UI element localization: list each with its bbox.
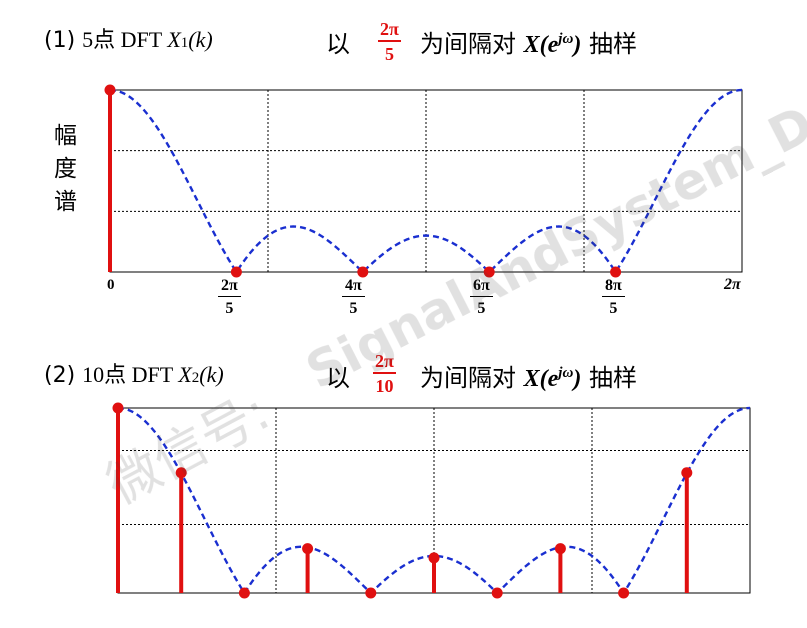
section1-desc-text: 为间隔对 [420,30,516,58]
panel2-point-8 [618,587,630,599]
panel1-point-1 [230,266,242,278]
xtick-8pi-5: 8π 5 [602,278,625,318]
section2-interval-num: 2π [373,352,396,374]
panel2-point-9 [681,467,693,479]
section1-sample: 抽样 [588,30,637,58]
xtick-4pi-5-num: 4π [342,278,365,297]
y-label-char-3: 谱 [54,189,77,215]
section2-dtft-exp: jω [558,365,574,381]
xtick-4pi-5-den: 5 [349,300,358,317]
section2-xsub: 2 [191,370,200,386]
xtick-6pi-5-num: 6π [470,278,493,297]
panel2-point-7 [554,543,566,555]
xtick-4pi-5: 4π 5 [342,278,365,318]
y-label-char-1: 幅 [54,123,77,149]
section1-dtft-x: X(e [523,32,559,58]
xtick-8pi-5-num: 8π [602,278,625,297]
panel2-point-0 [112,402,124,414]
xtick-8pi-5-den: 5 [609,300,618,317]
panel2-point-1 [175,467,187,479]
section2-interval-den: 10 [375,376,394,396]
panel2-point-5 [428,552,440,564]
section2-prefix: (2) [44,363,76,388]
xtick-2pi-5-num: 2π [218,278,241,297]
section1-interval: 2π 5 [378,20,401,63]
xtick-2pi-5: 2π 5 [218,278,241,318]
panel2-point-6 [491,587,503,599]
xtick-2pi: 2π [724,276,741,293]
panel2-point-3 [302,543,314,555]
panel1-point-2 [357,266,369,278]
xtick-6pi-5: 6π 5 [470,278,493,318]
panel2-point-4 [365,587,377,599]
section2-title: (2) 10点 DFT X2(k) [44,357,224,389]
section2-xsym: X [178,362,192,387]
section1-interval-num: 2π [378,20,401,42]
section1-karg: (k) [188,27,213,52]
section1-prefix: (1) [44,28,76,53]
section2-action: 以 [326,364,350,392]
section1-count: 5点 DFT [82,27,168,52]
section1-interval-den: 5 [384,44,394,64]
section2-karg: (k) [199,362,224,387]
panel2-point-2 [238,587,250,599]
section2-dtft-x: X(e [523,366,559,392]
y-axis-label: 幅 度 谱 [54,120,77,219]
section2-interval: 2π 10 [373,352,396,395]
section2-sample: 抽样 [588,364,637,392]
xtick-0: 0 [107,277,115,293]
section2-desc-text: 为间隔对 [420,364,516,392]
section1-dtft-exp: jω [558,31,574,47]
watermark-right: SignalAndSystem_DSP [297,62,807,401]
section1-desc: 为间隔对 X(ejω) 抽样 [420,24,637,59]
section2-dtft-close: ) [573,366,582,392]
panel1-point-0 [104,84,116,96]
section1-dtft-close: ) [573,32,582,58]
watermark: 微信号: SignalAndSystem_DSP [98,62,807,517]
xtick-6pi-5-den: 5 [477,300,486,317]
spectrum-curves [109,88,751,596]
panel1-magnitude-curve [109,88,743,275]
xtick-2pi-5-den: 5 [225,300,234,317]
section2-desc: 为间隔对 X(ejω) 抽样 [420,358,637,393]
section1-title: (1) 5点 DFT X1(k) [44,22,213,54]
y-label-char-2: 度 [54,156,77,182]
section1-xsym: X [167,27,181,52]
watermark-left: 微信号: [98,382,279,516]
section1-action: 以 [326,30,350,58]
dft-stems [104,84,693,599]
section2-count: 10点 DFT [82,362,179,387]
panel1-point-4 [610,266,622,278]
panel1-point-3 [483,266,495,278]
section1-xsub: 1 [180,35,189,51]
